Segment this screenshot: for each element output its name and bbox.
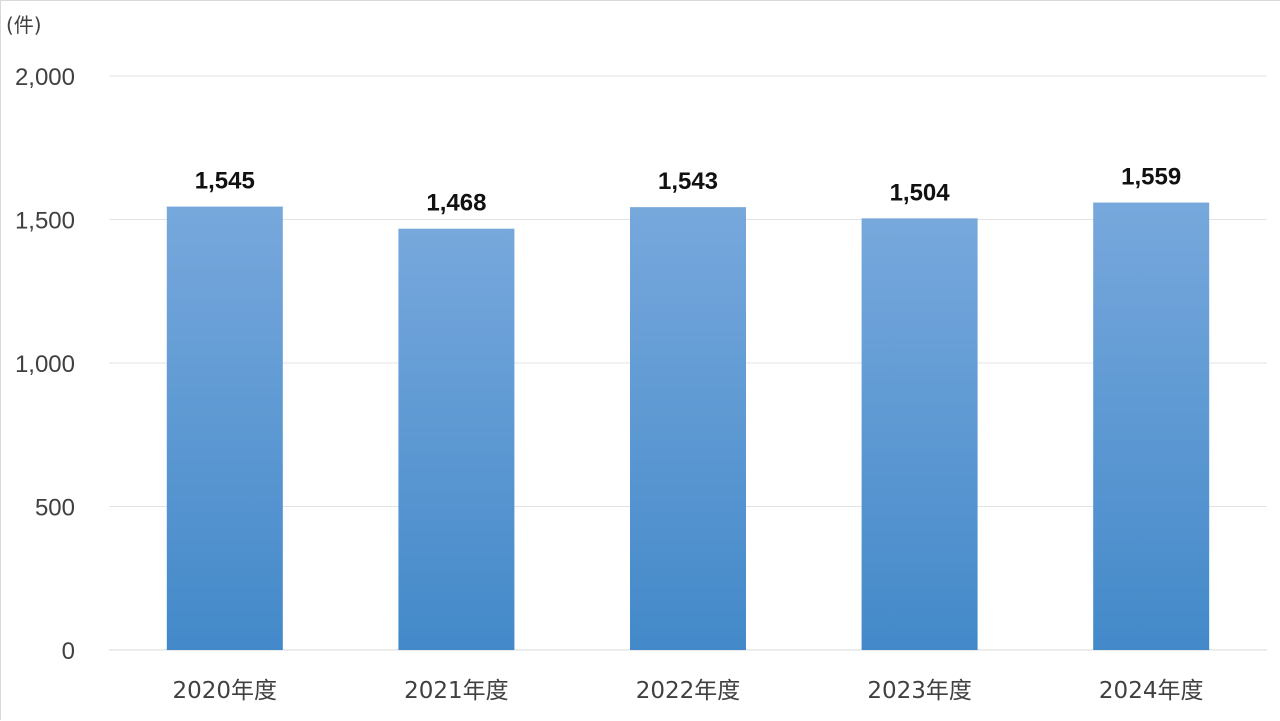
x-axis-ticks: 2020年度 2021年度 2022年度 2023年度 2024年度 [173, 678, 1204, 704]
bar-2023年度 [861, 218, 978, 651]
y-axis-ticks: 0 500 1,000 1,500 2,000 [15, 64, 75, 665]
x-tick-label: 2020年度 [173, 678, 278, 704]
bars [166, 202, 1210, 651]
x-tick-label: 2024年度 [1099, 678, 1204, 704]
x-tick-label: 2023年度 [867, 678, 972, 704]
data-label: 1,468 [426, 190, 486, 217]
y-tick-label: 1,000 [15, 351, 75, 378]
y-tick-label: 500 [35, 495, 75, 522]
data-label: 1,559 [1121, 164, 1181, 191]
y-tick-label: 1,500 [15, 208, 75, 235]
data-label: 1,543 [658, 168, 718, 195]
bar-2021年度 [398, 228, 515, 650]
y-tick-label: 0 [62, 638, 75, 665]
bar-2022年度 [630, 207, 746, 650]
y-axis-unit-label: (件) [6, 13, 42, 37]
x-tick-label: 2021年度 [404, 678, 509, 704]
bar-2024年度 [1093, 202, 1210, 650]
data-label: 1,545 [195, 168, 255, 195]
data-label: 1,504 [890, 179, 951, 206]
data-labels: 1,545 1,468 1,543 1,504 1,559 [195, 164, 1181, 217]
y-tick-label: 2,000 [15, 64, 75, 91]
bar-2020年度 [166, 206, 283, 650]
x-tick-label: 2022年度 [636, 678, 741, 704]
